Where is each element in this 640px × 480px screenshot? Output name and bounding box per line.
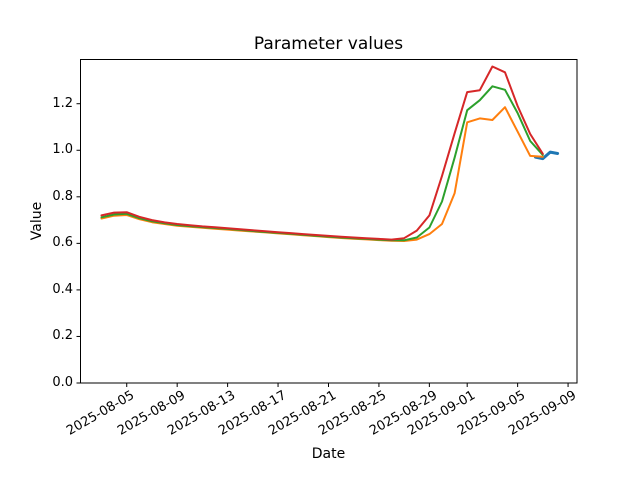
x-axis-label: Date [311,446,346,462]
y-tick-label: 0.8 [52,188,73,204]
series-line-green [100,85,544,242]
series-line-red [100,65,544,241]
y-tick-label: 1.0 [52,142,73,158]
y-tick-label: 0.2 [52,328,73,344]
chart-title: Parameter values [253,34,404,54]
series-line-orange [100,106,544,242]
y-tick-label: 0.6 [52,235,73,251]
y-tick-label: 1.2 [52,95,73,111]
y-tick-label: 0.4 [52,281,73,297]
y-tick-label: 0.0 [52,375,73,390]
series-line-blue [534,150,560,161]
